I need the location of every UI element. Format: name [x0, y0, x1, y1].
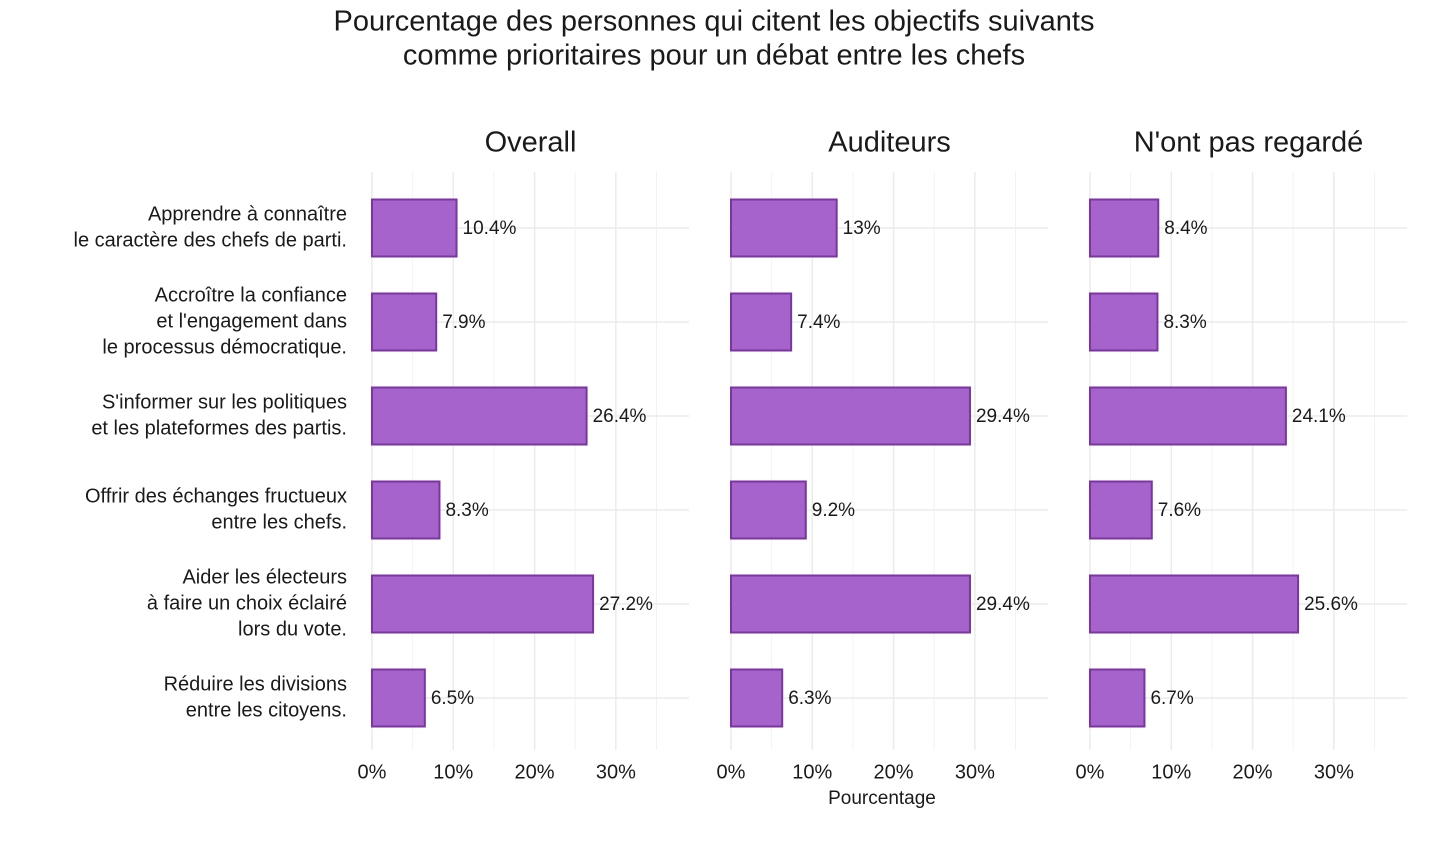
bar: [730, 386, 971, 446]
y-tick-label: Accroître la confiance: [155, 284, 347, 306]
y-tick-label: entre les chefs.: [211, 511, 347, 533]
x-tick-label: 30%: [596, 761, 636, 783]
data-label: 26.4%: [593, 406, 647, 427]
bar: [730, 574, 971, 634]
x-tick-label: 0%: [717, 761, 746, 783]
y-tick-label: entre les citoyens.: [186, 699, 347, 721]
data-label: 7.6%: [1158, 500, 1201, 521]
bar: [371, 198, 458, 258]
bar: [371, 292, 438, 352]
data-label: 25.6%: [1304, 594, 1358, 615]
data-label: 27.2%: [599, 594, 653, 615]
x-tick-label: 0%: [358, 761, 387, 783]
y-tick-label: Offrir des échanges fructueux: [85, 485, 347, 507]
y-tick-label: le processus démocratique.: [102, 336, 347, 358]
data-label: 29.4%: [976, 594, 1030, 615]
y-tick-label: à faire un choix éclairé: [147, 592, 347, 614]
facet-title: Auditeurs: [828, 127, 951, 159]
x-tick-label: 10%: [792, 761, 832, 783]
y-tick-label: lors du vote.: [238, 618, 347, 640]
x-tick-label: 0%: [1076, 761, 1105, 783]
bar: [1089, 480, 1153, 540]
bar: [1089, 292, 1159, 352]
data-label: 7.9%: [442, 312, 485, 333]
bar: [730, 668, 784, 728]
chart-title: Pourcentage des personnes qui citent les…: [334, 6, 1095, 38]
y-tick-label: et les plateformes des partis.: [91, 417, 347, 439]
y-tick-label: S'informer sur les politiques: [102, 391, 347, 413]
x-tick-label: 20%: [1233, 761, 1273, 783]
facet-title: N'ont pas regardé: [1134, 127, 1364, 159]
data-label: 6.5%: [431, 688, 474, 709]
data-label: 24.1%: [1292, 406, 1346, 427]
x-tick-label: 30%: [955, 761, 995, 783]
data-label: 6.3%: [788, 688, 831, 709]
y-tick-label: le caractère des chefs de parti.: [74, 229, 347, 251]
facet-title: Overall: [485, 127, 577, 159]
x-tick-label: 20%: [874, 761, 914, 783]
bar: [371, 668, 426, 728]
bar: [1089, 574, 1300, 634]
data-label: 7.4%: [797, 312, 840, 333]
data-label: 9.2%: [812, 500, 855, 521]
bar: [730, 292, 793, 352]
x-tick-label: 10%: [1151, 761, 1191, 783]
data-label: 13%: [843, 218, 881, 239]
x-tick-label: 10%: [433, 761, 473, 783]
bar: [730, 198, 838, 258]
x-tick-label: 20%: [515, 761, 555, 783]
x-tick-label: 30%: [1314, 761, 1354, 783]
bar: [371, 480, 441, 540]
y-tick-label: Aider les électeurs: [182, 566, 347, 588]
bar: [371, 386, 588, 446]
bar: [371, 574, 595, 634]
y-tick-label: et l'engagement dans: [156, 310, 347, 332]
bar: [1089, 386, 1287, 446]
data-label: 6.7%: [1150, 688, 1193, 709]
bar: [1089, 668, 1146, 728]
x-axis-label: Pourcentage: [828, 788, 936, 809]
data-label: 10.4%: [463, 218, 517, 239]
bar: [1089, 198, 1160, 258]
data-label: 8.4%: [1164, 218, 1207, 239]
y-tick-label: Réduire les divisions: [164, 673, 347, 695]
y-tick-label: Apprendre à connaître: [148, 203, 347, 225]
bar: [730, 480, 807, 540]
data-label: 29.4%: [976, 406, 1030, 427]
chart-title: comme prioritaires pour un débat entre l…: [403, 40, 1025, 72]
data-label: 8.3%: [445, 500, 488, 521]
data-label: 8.3%: [1163, 312, 1206, 333]
